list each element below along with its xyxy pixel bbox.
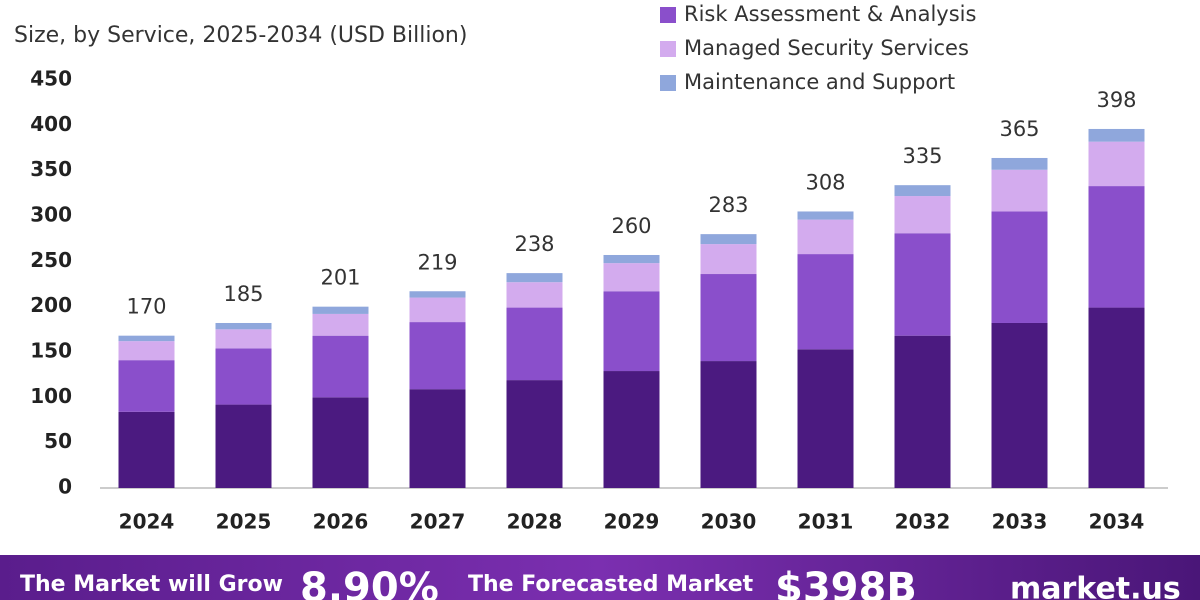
bar-segment	[506, 307, 563, 381]
bar-segment	[312, 335, 369, 398]
bar-segment	[1088, 186, 1145, 308]
y-tick-label: 350	[30, 157, 72, 181]
total-label: 335	[902, 144, 942, 168]
bar-segment	[1088, 141, 1145, 187]
banner-text: The Forecasted Market	[468, 572, 754, 597]
bar-segment	[700, 274, 757, 362]
legend-label: Risk Assessment & Analysis	[684, 2, 976, 26]
x-tick-label: 2026	[313, 510, 369, 534]
y-tick-label: 300	[30, 203, 72, 227]
y-tick-label: 450	[30, 67, 72, 91]
total-label: 260	[611, 214, 651, 238]
x-tick-label: 2029	[604, 510, 660, 534]
total-label: 185	[223, 282, 263, 306]
total-label: 308	[805, 170, 845, 194]
bar-segment	[603, 371, 660, 488]
banner	[0, 555, 1200, 600]
bar-segment	[603, 254, 660, 264]
total-label: 283	[708, 193, 748, 217]
legend-label: Maintenance and Support	[684, 70, 955, 94]
legend: Risk Assessment & Analysis Managed Securi…	[660, 2, 976, 94]
y-tick-label: 400	[30, 112, 72, 136]
x-tick-label: 2028	[507, 510, 563, 534]
banner-cagr: 8.90%	[300, 565, 439, 600]
y-tick-label: 50	[44, 429, 72, 453]
bar-segment	[215, 404, 272, 488]
x-tick-label: 2024	[119, 510, 175, 534]
banner-text: The Market will Grow	[20, 572, 283, 597]
y-tick-label: 200	[30, 293, 72, 317]
bar-segment	[894, 196, 951, 234]
x-tick-label: 2031	[798, 510, 854, 534]
y-tick-label: 100	[30, 384, 72, 408]
total-label: 170	[126, 295, 166, 319]
bar-segment	[118, 360, 175, 412]
bar-segment	[215, 322, 272, 330]
bar-segment	[409, 297, 466, 323]
bar-segment	[894, 335, 951, 488]
bar-segment	[797, 349, 854, 488]
bar-segment	[700, 361, 757, 488]
bar-segment	[409, 322, 466, 390]
bar-segment	[118, 341, 175, 361]
bar-segment	[312, 306, 369, 314]
bar-segment	[700, 244, 757, 275]
bar-segment	[603, 263, 660, 292]
bar-segment	[700, 234, 757, 245]
banner-value: $398B	[775, 565, 917, 600]
x-tick-label: 2030	[701, 510, 757, 534]
bar-segment	[797, 211, 854, 220]
bar-segment	[894, 233, 951, 336]
bar-segment	[991, 322, 1048, 488]
bar-segment	[215, 348, 272, 405]
legend-swatch	[660, 7, 676, 23]
x-tick-label: 2027	[410, 510, 466, 534]
x-tick-label: 2025	[216, 510, 272, 534]
legend-swatch	[660, 41, 676, 57]
bar-segment	[312, 313, 369, 336]
total-label: 219	[417, 250, 457, 274]
total-label: 365	[999, 117, 1039, 141]
bar-segment	[118, 335, 175, 342]
bar-segment	[215, 329, 272, 349]
chart-subtitle: Size, by Service, 2025-2034 (USD Billion…	[14, 23, 467, 48]
bar-segment	[409, 389, 466, 488]
bar-segment	[409, 291, 466, 298]
bar-segment	[894, 185, 951, 197]
y-tick-label: 150	[30, 339, 72, 363]
bar-segment	[312, 397, 369, 488]
legend-swatch	[660, 75, 676, 91]
y-tick-label: 250	[30, 248, 72, 272]
bar-segment	[506, 282, 563, 308]
x-tick-label: 2034	[1089, 510, 1145, 534]
bar-segment	[991, 169, 1048, 212]
brand: market.us	[1010, 572, 1181, 600]
bar-segment	[118, 411, 175, 488]
x-tick-label: 2033	[992, 510, 1048, 534]
bar-segment	[797, 219, 854, 255]
legend-label: Managed Security Services	[684, 36, 969, 60]
total-label: 238	[514, 232, 554, 256]
y-tick-label: 0	[58, 475, 72, 499]
total-label: 201	[320, 266, 360, 290]
bar-segment	[603, 291, 660, 372]
bar-segment	[506, 273, 563, 283]
bar-segment	[1088, 128, 1145, 142]
bar-segment	[797, 254, 854, 350]
x-tick-label: 2032	[895, 510, 951, 534]
total-label: 398	[1096, 88, 1136, 112]
bar-segment	[991, 157, 1048, 170]
bar-segment	[506, 380, 563, 488]
bar-segment	[1088, 307, 1145, 488]
bar-segment	[991, 211, 1048, 323]
